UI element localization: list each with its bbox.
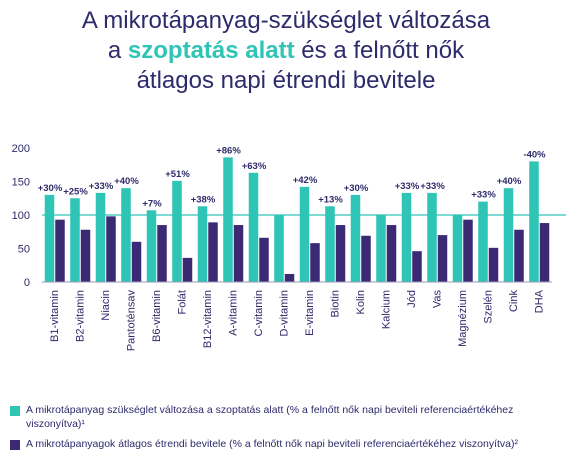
x-tick-label: B2-vitamin (74, 290, 86, 342)
x-tick-label: Cink (508, 290, 520, 313)
data-label: +7% (142, 198, 162, 209)
bar-intake (208, 222, 218, 282)
x-tick-label: A-vitamin (227, 290, 239, 336)
data-label: +51% (165, 169, 190, 180)
bar-intake (131, 241, 142, 282)
title-line-2-post: és a felnőtt nők (294, 37, 465, 64)
x-tick-label: B1-vitamin (49, 290, 61, 342)
chart-title: A mikrotápanyag-szükséglet változása a s… (0, 6, 572, 96)
x-tick-label: Szelén (482, 290, 494, 324)
legend-label-requirement: A mikrotápanyag szükséglet változása a s… (26, 404, 514, 430)
x-tick-label: B12-vitamin (202, 290, 214, 348)
bar-requirement (197, 206, 208, 282)
bar-requirement (248, 172, 259, 282)
x-tick-label: Folát (176, 290, 188, 314)
legend-label-intake: A mikrotápanyagok átlagos étrendi bevite… (26, 438, 519, 450)
x-tick-label: Pantoténsav (125, 290, 137, 352)
bar-requirement (452, 215, 463, 282)
bar-requirement (478, 201, 488, 282)
bar-requirement (401, 192, 412, 282)
data-label: +40% (114, 176, 139, 187)
bar-requirement (95, 192, 106, 282)
bar-requirement (427, 192, 437, 282)
bar-intake (106, 216, 116, 282)
bar-intake (182, 257, 193, 282)
data-label: +30% (344, 183, 369, 194)
data-label: +38% (191, 194, 216, 205)
bar-intake (233, 225, 244, 282)
data-label: +33% (420, 181, 445, 192)
bar-intake (259, 237, 269, 282)
data-label: +63% (242, 161, 267, 172)
bar-intake (361, 235, 371, 282)
title-line-3: átlagos napi étrendi bevitele (136, 67, 436, 94)
y-tick-label: 0 (24, 277, 30, 289)
bar-requirement (146, 210, 157, 282)
x-tick-label: Biotin (329, 290, 341, 318)
bar-requirement (503, 188, 514, 282)
x-tick-label: E-vitamin (304, 290, 316, 336)
data-label: +86% (216, 145, 241, 156)
bar-requirement (350, 194, 361, 282)
bar-intake (539, 223, 550, 282)
data-label: +33% (395, 181, 420, 192)
bar-intake (463, 219, 473, 282)
legend-swatch-intake (10, 440, 20, 450)
bar-intake (488, 247, 499, 282)
title-highlight: szoptatás alatt (127, 37, 295, 64)
x-tick-label: Niacin (100, 290, 112, 321)
title-line-2: a szoptatás alatt és a felnőtt nők (0, 36, 572, 66)
bar-intake (310, 243, 320, 282)
bar-requirement (44, 194, 55, 282)
title-line-2-pre: a (107, 37, 128, 64)
x-tick-label: DHA (533, 289, 545, 313)
x-tick-label: C-vitamin (253, 290, 265, 336)
data-label: +40% (497, 176, 522, 187)
bar-requirement (325, 206, 335, 282)
bar-intake (335, 225, 346, 282)
data-label: +13% (318, 194, 343, 205)
bar-intake (514, 229, 524, 282)
data-label: -40% (523, 149, 546, 160)
data-label: +33% (471, 190, 496, 201)
x-tick-label: Kolin (355, 290, 367, 314)
data-label: +25% (63, 186, 88, 197)
bar-requirement (172, 180, 182, 282)
bar-intake (80, 229, 91, 282)
x-tick-label: B6-vitamin (151, 290, 163, 342)
bar-intake (55, 219, 65, 282)
bar-intake (437, 235, 448, 282)
bar-requirement (376, 215, 386, 282)
y-tick-label: 200 (12, 143, 30, 155)
data-label: +42% (293, 175, 318, 186)
y-tick-label: 100 (12, 210, 30, 222)
x-tick-label: Magnézium (457, 290, 469, 347)
data-label: +33% (89, 181, 114, 192)
bar-requirement (121, 188, 131, 282)
y-tick-label: 50 (18, 244, 30, 256)
bar-requirement (223, 157, 233, 282)
legend-swatch-requirement (10, 406, 20, 416)
bar-chart: 0 50 100 150 200 B1-vitamin +30% B2-vitamin +25%… (12, 143, 566, 352)
bar-requirement (70, 198, 80, 282)
bar-requirement (529, 161, 539, 282)
bar-intake (157, 225, 167, 282)
bar-intake (412, 251, 422, 282)
y-tick-label: 150 (12, 177, 30, 189)
bar-intake (284, 273, 295, 282)
bar-requirement (299, 186, 310, 282)
x-tick-label: Vas (431, 290, 443, 309)
x-tick-label: D-vitamin (278, 290, 290, 336)
x-tick-label: Jód (406, 290, 418, 308)
bar-intake (386, 225, 397, 282)
x-tick-label: Kalcium (380, 290, 392, 329)
bar-requirement (274, 215, 284, 282)
title-line-1: A mikrotápanyag-szükséglet változása (81, 7, 491, 34)
data-label: +30% (38, 183, 63, 194)
